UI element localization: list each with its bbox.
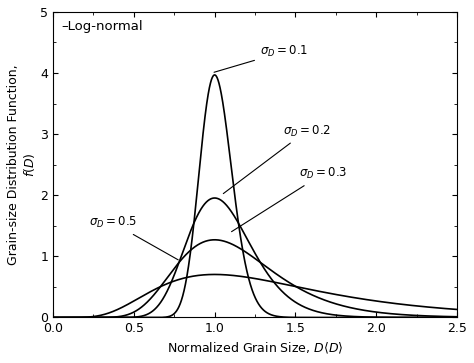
Text: –Log-normal: –Log-normal [61, 20, 143, 33]
Y-axis label: Grain-size Distribution Function,
$f(D)$: Grain-size Distribution Function, $f(D)$ [7, 64, 37, 265]
Text: $\sigma_D = 0.2$: $\sigma_D = 0.2$ [223, 123, 330, 193]
X-axis label: Normalized Grain Size, $D\langle D\rangle$: Normalized Grain Size, $D\langle D\rangl… [167, 341, 343, 356]
Text: $\sigma_D = 0.5$: $\sigma_D = 0.5$ [89, 215, 178, 260]
Text: $\sigma_D = 0.3$: $\sigma_D = 0.3$ [231, 166, 347, 232]
Text: $\sigma_D = 0.1$: $\sigma_D = 0.1$ [214, 44, 308, 72]
